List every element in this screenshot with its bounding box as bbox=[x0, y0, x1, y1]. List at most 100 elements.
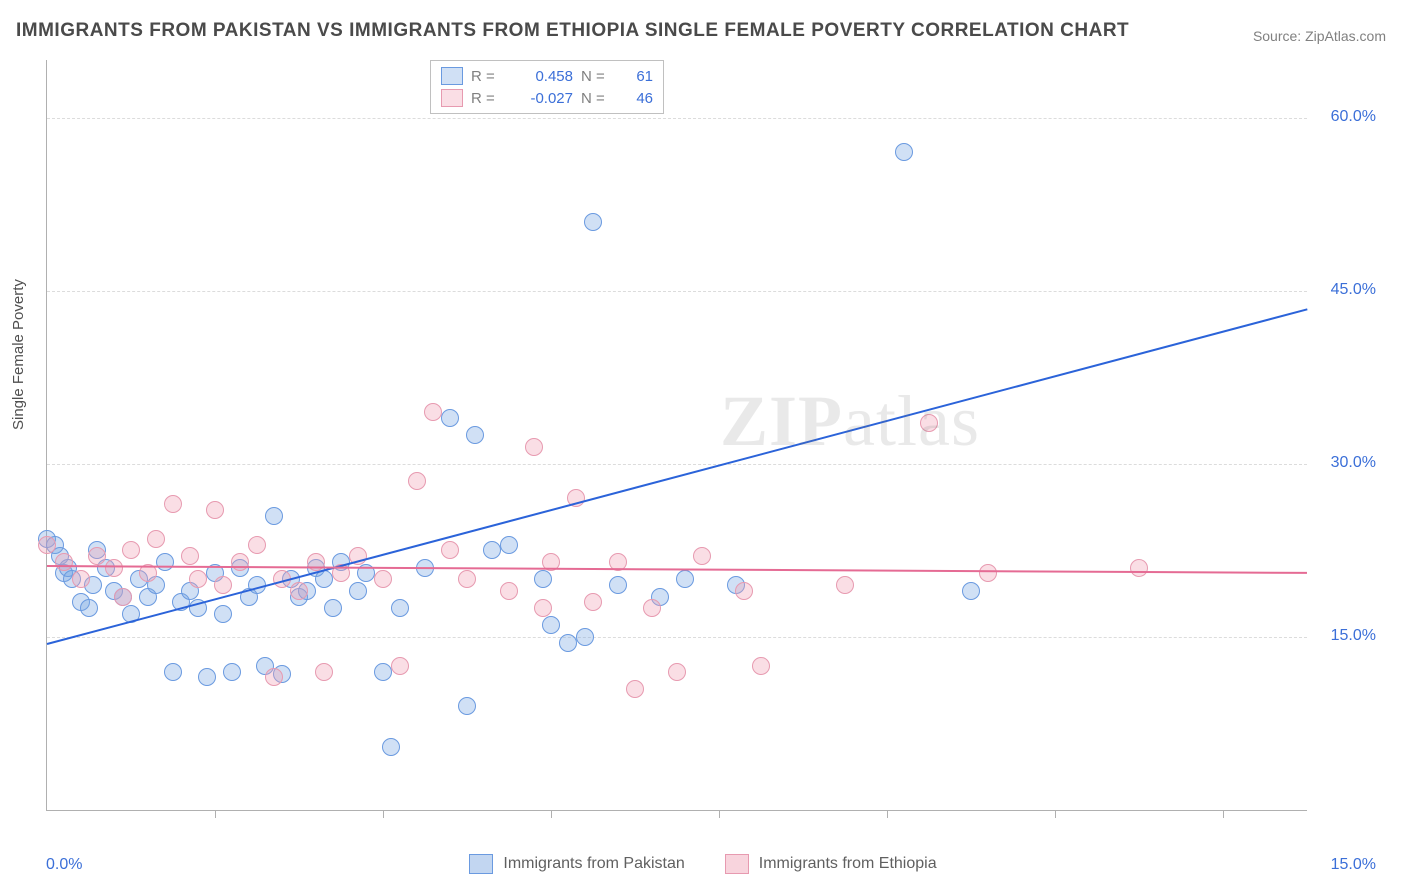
x-tick bbox=[215, 810, 216, 818]
data-point bbox=[105, 559, 123, 577]
data-point bbox=[962, 582, 980, 600]
data-point bbox=[315, 663, 333, 681]
data-point bbox=[248, 536, 266, 554]
data-point bbox=[391, 599, 409, 617]
data-point bbox=[668, 663, 686, 681]
data-point bbox=[643, 599, 661, 617]
y-tick-label: 15.0% bbox=[1331, 627, 1376, 645]
legend-n-value: 61 bbox=[623, 68, 653, 85]
legend-n-value: 46 bbox=[623, 90, 653, 107]
data-point bbox=[164, 495, 182, 513]
legend-swatch bbox=[725, 854, 749, 874]
legend-r-value: -0.027 bbox=[513, 90, 573, 107]
data-point bbox=[483, 541, 501, 559]
data-point bbox=[542, 616, 560, 634]
x-tick bbox=[719, 810, 720, 818]
data-point bbox=[752, 657, 770, 675]
data-point bbox=[214, 605, 232, 623]
data-point bbox=[693, 547, 711, 565]
legend-r-value: 0.458 bbox=[513, 68, 573, 85]
data-point bbox=[979, 564, 997, 582]
data-point bbox=[836, 576, 854, 594]
data-point bbox=[534, 570, 552, 588]
data-point bbox=[374, 570, 392, 588]
trend-line bbox=[47, 308, 1308, 645]
data-point bbox=[164, 663, 182, 681]
legend-item: Immigrants from Ethiopia bbox=[725, 854, 937, 874]
x-tick bbox=[1223, 810, 1224, 818]
x-tick bbox=[551, 810, 552, 818]
data-point bbox=[198, 668, 216, 686]
data-point bbox=[559, 634, 577, 652]
legend-r-label: R = bbox=[471, 68, 505, 85]
data-point bbox=[584, 593, 602, 611]
data-point bbox=[38, 536, 56, 554]
data-point bbox=[72, 570, 90, 588]
data-point bbox=[500, 582, 518, 600]
data-point bbox=[55, 553, 73, 571]
x-tick bbox=[1055, 810, 1056, 818]
data-point bbox=[214, 576, 232, 594]
chart-title: IMMIGRANTS FROM PAKISTAN VS IMMIGRANTS F… bbox=[16, 20, 1129, 42]
data-point bbox=[458, 697, 476, 715]
data-point bbox=[458, 570, 476, 588]
legend-swatch bbox=[469, 854, 493, 874]
gridline bbox=[47, 464, 1307, 465]
y-axis-label: Single Female Poverty bbox=[10, 279, 27, 430]
data-point bbox=[920, 414, 938, 432]
legend-row: R =0.458N =61 bbox=[441, 65, 653, 87]
gridline bbox=[47, 637, 1307, 638]
legend-swatch bbox=[441, 89, 463, 107]
legend-row: R =-0.027N =46 bbox=[441, 87, 653, 109]
data-point bbox=[265, 668, 283, 686]
data-point bbox=[466, 426, 484, 444]
data-point bbox=[349, 582, 367, 600]
gridline bbox=[47, 118, 1307, 119]
legend-n-label: N = bbox=[581, 90, 615, 107]
data-point bbox=[231, 553, 249, 571]
x-tick bbox=[383, 810, 384, 818]
data-point bbox=[424, 403, 442, 421]
legend-item: Immigrants from Pakistan bbox=[469, 854, 684, 874]
data-point bbox=[441, 541, 459, 559]
data-point bbox=[290, 582, 308, 600]
data-point bbox=[147, 530, 165, 548]
data-point bbox=[500, 536, 518, 554]
data-point bbox=[88, 547, 106, 565]
legend-correlation: R =0.458N =61R =-0.027N =46 bbox=[430, 60, 664, 114]
data-point bbox=[441, 409, 459, 427]
y-tick-label: 30.0% bbox=[1331, 454, 1376, 472]
y-tick-label: 60.0% bbox=[1331, 108, 1376, 126]
data-point bbox=[80, 599, 98, 617]
data-point bbox=[156, 553, 174, 571]
data-point bbox=[408, 472, 426, 490]
data-point bbox=[189, 570, 207, 588]
x-tick bbox=[887, 810, 888, 818]
data-point bbox=[626, 680, 644, 698]
data-point bbox=[391, 657, 409, 675]
data-point bbox=[735, 582, 753, 600]
legend-label: Immigrants from Pakistan bbox=[503, 855, 684, 873]
data-point bbox=[676, 570, 694, 588]
data-point bbox=[374, 663, 392, 681]
source-label: Source: ZipAtlas.com bbox=[1253, 28, 1386, 44]
data-point bbox=[265, 507, 283, 525]
data-point bbox=[181, 547, 199, 565]
plot-area bbox=[46, 60, 1307, 811]
data-point bbox=[534, 599, 552, 617]
data-point bbox=[584, 213, 602, 231]
data-point bbox=[324, 599, 342, 617]
data-point bbox=[223, 663, 241, 681]
data-point bbox=[609, 576, 627, 594]
data-point bbox=[206, 501, 224, 519]
data-point bbox=[114, 588, 132, 606]
data-point bbox=[1130, 559, 1148, 577]
data-point bbox=[122, 541, 140, 559]
legend-series: Immigrants from Pakistan Immigrants from … bbox=[0, 854, 1406, 874]
y-tick-label: 45.0% bbox=[1331, 281, 1376, 299]
legend-label: Immigrants from Ethiopia bbox=[759, 855, 937, 873]
data-point bbox=[382, 738, 400, 756]
data-point bbox=[576, 628, 594, 646]
gridline bbox=[47, 291, 1307, 292]
data-point bbox=[895, 143, 913, 161]
